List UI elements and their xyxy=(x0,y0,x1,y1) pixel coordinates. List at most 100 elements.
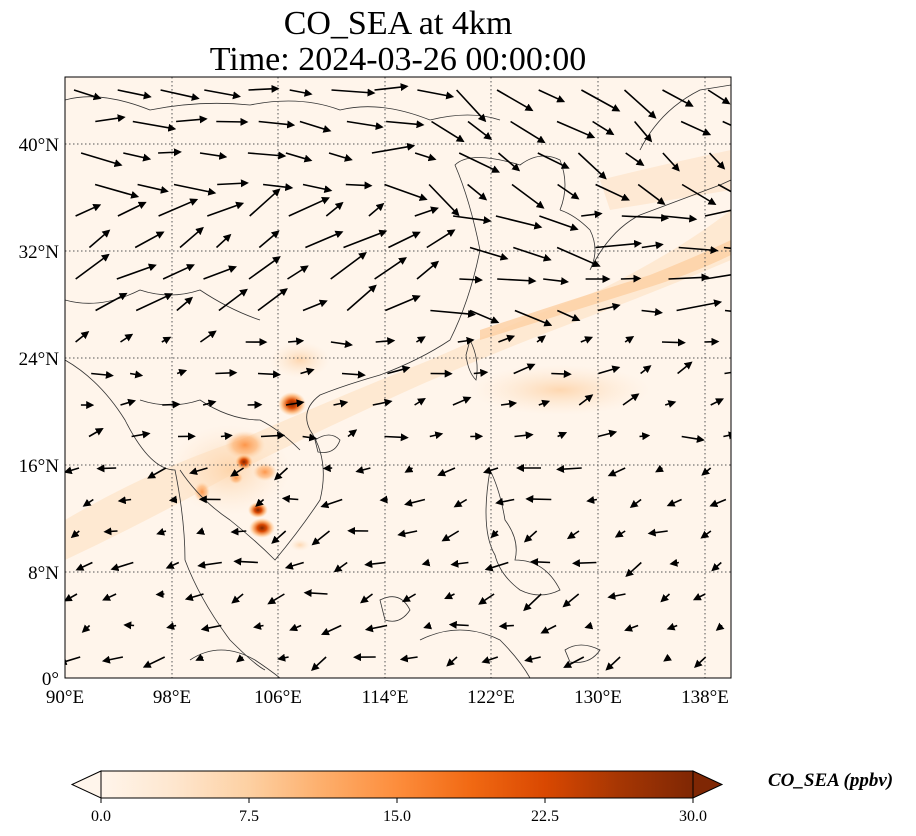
lon-tick-label: 130°E xyxy=(574,687,622,708)
wind-arrow xyxy=(176,296,194,312)
wind-arrow xyxy=(346,120,384,131)
wind-arrow xyxy=(271,530,287,544)
wind-arrow xyxy=(404,465,414,473)
wind-arrow xyxy=(116,263,157,280)
wind-arrow xyxy=(110,561,134,572)
colorbar-gradient xyxy=(101,771,693,798)
wind-arrow xyxy=(202,399,217,408)
wind-arrow xyxy=(220,432,233,441)
wind-arrow xyxy=(724,371,731,375)
wind-arrow xyxy=(428,183,460,217)
wind-arrow xyxy=(364,624,388,633)
wind-arrow xyxy=(414,397,426,406)
wind-arrow xyxy=(708,152,726,170)
wind-arrow xyxy=(384,433,409,442)
wind-arrow xyxy=(248,256,281,280)
wind-arrow xyxy=(75,253,110,280)
wind-arrow xyxy=(625,561,642,578)
wind-arrow xyxy=(346,284,377,312)
wind-arrow xyxy=(343,229,388,249)
wind-arrow xyxy=(274,467,289,481)
wind-arrow xyxy=(557,183,580,200)
wind-arrow xyxy=(82,498,94,507)
wind-arrow xyxy=(230,467,245,477)
wind-arrow xyxy=(375,337,396,346)
wind-arrow xyxy=(231,593,244,604)
wind-arrow xyxy=(637,183,666,206)
colorbar-extend-min xyxy=(70,770,102,799)
wind-arrow xyxy=(233,557,258,566)
wind-arrow xyxy=(65,656,81,666)
wind-arrow xyxy=(680,120,712,136)
wind-arrow xyxy=(131,430,151,439)
wind-arrow xyxy=(247,151,287,160)
wind-arrow xyxy=(556,246,601,268)
wind-arrow xyxy=(120,333,134,343)
wind-arrow xyxy=(207,201,245,217)
wind-arrow xyxy=(431,120,465,143)
wind-arrow xyxy=(607,592,626,600)
wind-arrow xyxy=(284,561,304,570)
grid-lines xyxy=(65,77,731,678)
wind-arrow xyxy=(586,495,598,504)
wind-arrow xyxy=(562,593,580,608)
wind-arrow xyxy=(710,398,724,406)
longitude-ticks: 90°E 98°E 106°E 114°E 122°E 130°E 138°E xyxy=(46,687,729,708)
wind-arrow xyxy=(620,274,642,283)
wind-arrow xyxy=(215,368,238,377)
wind-arrow xyxy=(497,152,521,172)
wind-arrow xyxy=(374,257,407,280)
wind-arrow xyxy=(320,624,342,636)
wind-arrow xyxy=(414,206,439,217)
wind-arrow xyxy=(467,120,493,141)
wind-arrow xyxy=(341,370,366,379)
wind-arrow xyxy=(473,368,489,377)
wind-arrow xyxy=(102,593,117,601)
wind-arrow xyxy=(584,621,594,630)
wind-arrow xyxy=(571,559,597,568)
wind-arrow xyxy=(135,293,174,312)
wind-arrow xyxy=(103,527,118,536)
wind-arrow xyxy=(722,120,731,127)
wind-arrow xyxy=(75,331,90,343)
wind-arrow xyxy=(668,273,710,282)
wind-arrow xyxy=(236,654,245,663)
wind-arrow xyxy=(692,593,706,601)
wind-arrow xyxy=(469,246,509,261)
wind-arrow xyxy=(94,183,140,199)
wind-arrow xyxy=(287,265,309,280)
wind-arrow xyxy=(311,530,330,546)
wind-arrow xyxy=(414,152,437,162)
wind-arrow xyxy=(117,496,132,505)
wind-arrow xyxy=(681,435,705,443)
wind-arrow xyxy=(184,593,204,602)
wind-arrow xyxy=(537,152,570,169)
wind-arrow xyxy=(196,527,206,535)
wind-arrow xyxy=(510,120,546,144)
lon-tick-label: 106°E xyxy=(254,687,302,708)
wind-arrow xyxy=(302,299,328,312)
wind-arrow xyxy=(539,215,579,231)
wind-arrow xyxy=(623,89,657,119)
wind-arrow xyxy=(430,309,476,318)
wind-arrow xyxy=(556,309,581,322)
wind-arrow xyxy=(530,557,551,566)
wind-arrow xyxy=(399,654,418,663)
wind-arrow xyxy=(707,89,731,105)
wind-arrow xyxy=(444,591,455,600)
wind-arrow xyxy=(305,230,344,249)
wind-arrow xyxy=(401,593,417,603)
wind-arrow xyxy=(123,152,152,162)
wind-arrow xyxy=(715,622,725,631)
wind-arrow xyxy=(360,593,373,604)
wind-arrow xyxy=(662,152,680,172)
wind-arrow xyxy=(160,89,200,101)
wind-arrow xyxy=(469,309,500,324)
wind-arrow xyxy=(299,120,332,133)
wind-arrow xyxy=(330,340,353,349)
wind-arrow xyxy=(258,120,296,129)
wind-arrow xyxy=(333,561,348,573)
wind-arrow xyxy=(230,527,247,536)
wind-arrow xyxy=(168,495,178,504)
wind-arrow xyxy=(581,210,603,219)
